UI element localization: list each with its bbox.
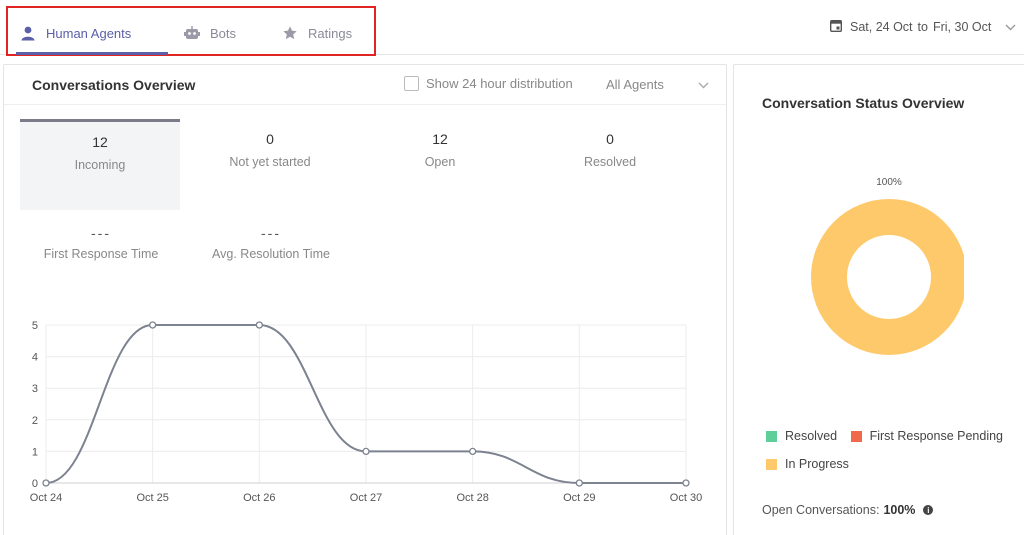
calendar-icon xyxy=(829,19,843,35)
distribution-toggle[interactable]: Show 24 hour distribution xyxy=(404,76,573,91)
chevron-down-icon xyxy=(1005,20,1016,34)
metric-value: 12 xyxy=(432,131,448,147)
y-tick-label: 0 xyxy=(32,478,38,490)
conversations-line-chart: 0 1 2 3 4 5 Oct 24 Oct 25 Oct 26 Oct 27 Oct 28 Oct … xyxy=(30,320,702,504)
x-tick-label: Oct 26 xyxy=(243,492,275,504)
metric-value: 0 xyxy=(266,131,274,147)
distribution-checkbox[interactable] xyxy=(404,76,419,91)
panel-title: Conversations Overview xyxy=(32,77,196,93)
status-legend: Resolved First Response Pending In Progr… xyxy=(766,429,1024,485)
timing-value: --- xyxy=(91,225,111,241)
data-point[interactable] xyxy=(469,447,477,456)
active-tab-indicator xyxy=(16,52,168,55)
x-tick-label: Oct 29 xyxy=(563,492,595,504)
metric-resolved[interactable]: 0 Resolved xyxy=(530,131,690,169)
metric-label: Not yet started xyxy=(229,155,311,169)
timing-label: First Response Time xyxy=(43,247,159,261)
donut-percent-label: 100% xyxy=(876,177,902,188)
legend-item-resolved: Resolved xyxy=(766,429,837,443)
status-donut-chart: 100% xyxy=(811,177,964,355)
data-point[interactable] xyxy=(362,447,370,456)
x-tick-label: Oct 28 xyxy=(456,492,488,504)
data-point[interactable] xyxy=(255,321,263,329)
tab-label: Bots xyxy=(210,25,237,41)
top-bar: Human Agents Bots Ratings Sat, 24 Oct to… xyxy=(0,0,1024,56)
y-tick-label: 1 xyxy=(32,446,38,458)
legend-label: In Progress xyxy=(785,457,849,471)
y-tick-label: 2 xyxy=(32,415,38,427)
date-from: Sat, 24 Oct xyxy=(850,20,913,34)
metric-not-yet-started[interactable]: 0 Not yet started xyxy=(190,131,350,169)
metric-value: 0 xyxy=(606,131,614,147)
agent-filter-value: All Agents xyxy=(606,77,664,92)
x-tick-label: Oct 27 xyxy=(350,492,382,504)
info-icon[interactable]: i xyxy=(923,505,934,515)
y-tick-label: 3 xyxy=(32,383,38,395)
agent-filter-select[interactable]: All Agents xyxy=(606,77,709,92)
tab-bots[interactable]: Bots xyxy=(184,16,236,50)
bot-icon xyxy=(184,25,200,41)
tab-ratings[interactable]: Ratings xyxy=(282,16,352,50)
timing-label: Avg. Resolution Time xyxy=(212,247,330,261)
series-line xyxy=(45,324,686,484)
report-tabs: Human Agents Bots Ratings xyxy=(6,6,376,56)
y-tick-label: 5 xyxy=(32,320,38,332)
data-point[interactable] xyxy=(575,479,583,487)
legend-item-in-progress: In Progress xyxy=(766,457,849,471)
metric-label: Resolved xyxy=(583,155,637,169)
tab-label: Human Agents xyxy=(46,25,132,41)
star-icon xyxy=(282,25,298,41)
date-separator: to xyxy=(917,20,928,34)
open-conversations-value: 100% xyxy=(883,503,916,517)
metric-label: Incoming xyxy=(74,158,126,172)
distribution-label: Show 24 hour distribution xyxy=(426,76,573,91)
data-point[interactable] xyxy=(682,479,690,487)
timing-value: --- xyxy=(261,225,281,241)
data-point[interactable] xyxy=(149,321,157,329)
y-tick-label: 4 xyxy=(32,352,38,364)
donut-slice-in-progress xyxy=(811,199,964,355)
legend-swatch xyxy=(766,458,777,470)
metric-label: Open xyxy=(424,155,456,169)
x-tick-label: Oct 24 xyxy=(30,492,62,504)
metric-incoming[interactable]: 12 Incoming xyxy=(20,119,180,210)
legend-swatch xyxy=(766,430,777,442)
legend-label: First Response Pending xyxy=(869,429,1004,443)
open-conversations-summary: Open Conversations: 100% i xyxy=(762,503,934,517)
metric-open[interactable]: 12 Open xyxy=(360,131,520,169)
tab-human-agents[interactable]: Human Agents xyxy=(20,16,131,50)
conversation-status-panel: Conversation Status Overview 100% Resolv… xyxy=(733,64,1024,535)
conversations-overview-panel: Conversations Overview Show 24 hour dist… xyxy=(3,64,727,535)
tab-label: Ratings xyxy=(308,25,353,41)
panel-title: Conversation Status Overview xyxy=(762,95,965,111)
panel-header: Conversations Overview Show 24 hour dist… xyxy=(4,65,726,105)
avg-resolution-time: --- Avg. Resolution Time xyxy=(186,225,356,261)
open-conversations-label: Open Conversations: xyxy=(762,503,880,517)
chevron-down-icon xyxy=(698,77,709,92)
date-to: Fri, 30 Oct xyxy=(932,20,992,34)
legend-item-first-response-pending: First Response Pending xyxy=(850,429,1004,443)
data-point[interactable] xyxy=(42,479,50,487)
date-range-picker[interactable]: Sat, 24 Oct to Fri, 30 Oct xyxy=(829,17,1016,37)
x-tick-label: Oct 30 xyxy=(670,492,702,504)
person-icon xyxy=(20,25,36,41)
legend-swatch xyxy=(850,430,862,442)
legend-label: Resolved xyxy=(785,429,838,443)
x-tick-label: Oct 25 xyxy=(136,492,168,504)
first-response-time: --- First Response Time xyxy=(16,225,186,261)
metric-value: 12 xyxy=(92,134,108,150)
